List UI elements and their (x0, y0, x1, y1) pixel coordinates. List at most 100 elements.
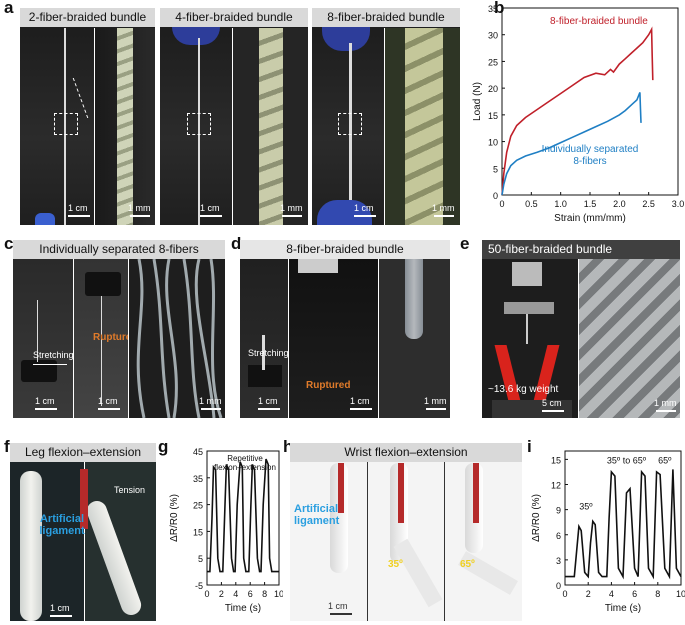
title-50-fiber: 50-fiber-braided bundle (482, 240, 680, 259)
x-tick-label: 0.5 (525, 199, 538, 209)
y-tick-label: 6 (556, 531, 561, 541)
photo-braided-8-fiber: 8-fiber-braided bundle Stretching Ruptur… (240, 240, 450, 418)
photo-8-fiber-bundle: 8-fiber-braided bundle 1 cm 1 mm (312, 8, 460, 225)
scale-cm: 1 cm (328, 601, 348, 611)
y-tick-label: 45 (193, 447, 203, 457)
title-2-fiber: 2-fiber-braided bundle (20, 8, 155, 27)
plot-frame (564, 450, 682, 586)
plot-frame (206, 450, 280, 586)
panel-label-h: h (283, 437, 294, 456)
y-tick-label: 15 (488, 111, 498, 121)
scale-cm: 5 cm (542, 398, 562, 408)
stretching-label: Stretching (33, 350, 74, 360)
zoom-strip (384, 28, 460, 225)
y-tick-label: -5 (195, 581, 203, 591)
y-tick-label: 35 (193, 474, 203, 484)
panel-label-f: f (4, 437, 10, 456)
y-tick-label: 25 (488, 57, 498, 67)
annotation-repetitive: Repetitive (227, 454, 263, 463)
x-axis-label: Time (s) (225, 603, 261, 614)
annotation-35: 35º (579, 502, 593, 512)
zoom-box (338, 113, 362, 135)
x-tick-label: 2 (586, 589, 591, 599)
photo-2-fiber-bundle: 2-fiber-braided bundle 1 cm 1 mm (20, 8, 155, 225)
annotation-65: 65º (658, 456, 672, 466)
y-tick-label: 12 (551, 481, 561, 491)
angle-65: 65º (460, 559, 475, 570)
ligament-label: Artificial ligament (294, 503, 340, 527)
y-tick-label: 20 (488, 84, 498, 94)
x-tick-label: 4 (233, 589, 238, 599)
scale-mm: 1 mm (199, 396, 222, 406)
x-tick-label: 10 (676, 589, 685, 599)
title-braided: 8-fiber-braided bundle (240, 240, 450, 259)
panel-label-g: g (158, 437, 169, 456)
scale-cm: 1 cm (68, 203, 88, 213)
title-4-fiber: 4-fiber-braided bundle (160, 8, 308, 27)
panel-label-a: a (4, 0, 14, 17)
scale-cm: 1 cm (354, 203, 374, 213)
zoom-box (54, 113, 78, 135)
scale-cm: 1 cm (35, 396, 55, 406)
panel-label-b: b (494, 0, 505, 17)
angle-35: 35º (388, 559, 403, 570)
y-tick-label: 3 (556, 556, 561, 566)
x-axis-label: Time (s) (605, 603, 641, 614)
series-line-0 (565, 469, 682, 580)
title-separated: Individually separated 8-fibers (13, 240, 225, 259)
x-tick-label: 0 (499, 199, 504, 209)
chart-load-strain: 0 0.5 1.0 1.5 2.0 2.5 3.0 0 5 10 15 20 25 30 35 Strain … (472, 4, 685, 224)
scale-cm: 1 cm (258, 396, 278, 406)
panel-label-c: c (4, 234, 14, 253)
series-line-0 (501, 26, 654, 196)
series-label-blue-1: Individually separated (542, 144, 639, 155)
tension-label: Tension (114, 485, 146, 495)
series-line-1 (501, 92, 642, 196)
x-tick-label: 0 (562, 589, 567, 599)
fiber-strand (349, 43, 352, 203)
y-tick-label: 15 (551, 455, 561, 465)
photo-wrist-flexion: Wrist flexion–extension Artificial ligam… (290, 443, 522, 621)
zoom-box (187, 113, 211, 135)
x-tick-label: 2 (219, 589, 224, 599)
panel-label-e: e (460, 234, 470, 253)
x-tick-label: 8 (262, 589, 267, 599)
scale-mm: 1 mm (128, 203, 151, 213)
photo-leg-flexion: Leg flexion–extension Artificial ligamen… (10, 443, 156, 621)
title-wrist: Wrist flexion–extension (290, 443, 522, 462)
x-tick-label: 3.0 (672, 199, 685, 209)
y-tick-label: 0 (493, 191, 498, 201)
y-tick-label: 5 (198, 554, 203, 564)
title-leg: Leg flexion–extension (10, 443, 156, 462)
y-tick-label: 30 (488, 31, 498, 41)
x-tick-label: 2.5 (642, 199, 655, 209)
x-tick-label: 4 (609, 589, 614, 599)
scale-cm: 1 cm (350, 396, 370, 406)
title-8-fiber: 8-fiber-braided bundle (312, 8, 460, 27)
x-tick-label: 10 (274, 589, 283, 599)
fiber-strand (64, 28, 66, 225)
scale-mm: 1 mm (424, 396, 447, 406)
chart-wrist-resistance: 0 2 4 6 8 10 0 3 6 9 12 15 Time (s) ΔR/R0 (%) 35º 35º t… (531, 450, 685, 614)
weight-label: ~13.6 kg weight (488, 384, 559, 395)
fiber-strand (198, 38, 200, 225)
y-axis-label: Load (N) (472, 82, 483, 121)
panel-label-i: i (527, 437, 532, 456)
y-tick-label: 35 (488, 4, 498, 14)
y-tick-label: 10 (488, 138, 498, 148)
x-tick-label: 6 (248, 589, 253, 599)
y-tick-label: 15 (193, 527, 203, 537)
series-line-0 (207, 458, 279, 573)
series-label-red: 8-fiber-braided bundle (550, 16, 648, 27)
scale-mm: 1 mm (280, 203, 303, 213)
y-tick-label: 25 (193, 501, 203, 511)
scale-cm: 1 cm (98, 396, 118, 406)
zoom-strip (232, 28, 308, 225)
x-axis-label: Strain (mm/mm) (554, 213, 626, 224)
x-tick-label: 0 (204, 589, 209, 599)
x-tick-label: 2.0 (613, 199, 626, 209)
scale-mm: 1 mm (432, 203, 455, 213)
y-tick-label: 9 (556, 506, 561, 516)
zoom-strip (94, 28, 155, 225)
y-tick-label: 5 (493, 164, 498, 174)
